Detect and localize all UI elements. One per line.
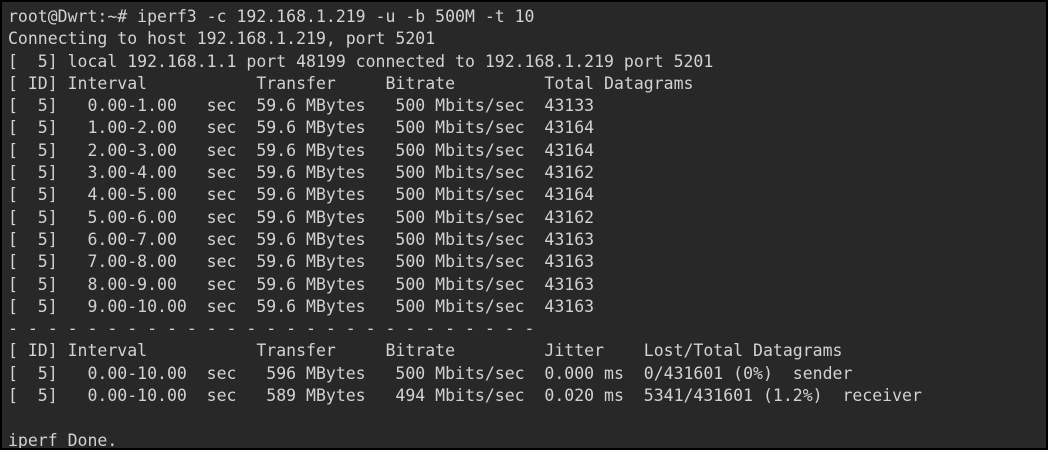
interval-row: [ 5] 3.00-4.00 sec 59.6 MBytes 500 Mbits… [8, 163, 595, 183]
connected-line: [ 5] local 192.168.1.1 port 48199 connec… [8, 51, 714, 71]
interval-row: [ 5] 5.00-6.00 sec 59.6 MBytes 500 Mbits… [8, 207, 595, 227]
interval-row: [ 5] 8.00-9.00 sec 59.6 MBytes 500 Mbits… [8, 274, 595, 294]
done-line: iperf Done. [8, 430, 118, 450]
interval-table-header: [ ID] Interval Transfer Bitrate Total Da… [8, 73, 694, 93]
summary-row-sender: [ 5] 0.00-10.00 sec 596 MBytes 500 Mbits… [8, 363, 853, 383]
summary-row-receiver: [ 5] 0.00-10.00 sec 589 MBytes 494 Mbits… [8, 386, 922, 406]
connecting-line: Connecting to host 192.168.1.219, port 5… [8, 29, 436, 49]
interval-row: [ 5] 9.00-10.00 sec 59.6 MBytes 500 Mbit… [8, 296, 595, 316]
summary-table-header: [ ID] Interval Transfer Bitrate Jitter L… [8, 341, 843, 361]
prompt-command-line: root@Dwrt:~# iperf3 -c 192.168.1.219 -u … [8, 7, 535, 26]
interval-row: [ 5] 2.00-3.00 sec 59.6 MBytes 500 Mbits… [8, 140, 595, 160]
separator-line: - - - - - - - - - - - - - - - - - - - - … [8, 319, 535, 339]
interval-row: [ 5] 7.00-8.00 sec 59.6 MBytes 500 Mbits… [8, 252, 595, 272]
interval-row: [ 5] 1.00-2.00 sec 59.6 MBytes 500 Mbits… [8, 118, 595, 138]
interval-row: [ 5] 0.00-1.00 sec 59.6 MBytes 500 Mbits… [8, 96, 595, 116]
interval-row: [ 5] 4.00-5.00 sec 59.6 MBytes 500 Mbits… [8, 185, 595, 205]
blank-line [8, 407, 1046, 429]
interval-row: [ 5] 6.00-7.00 sec 59.6 MBytes 500 Mbits… [8, 229, 595, 249]
